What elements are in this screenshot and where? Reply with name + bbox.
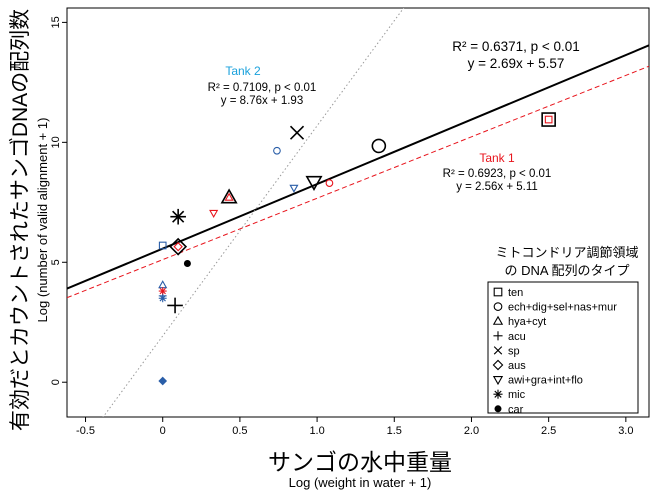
legend-label: car: [508, 404, 524, 416]
legend-label: hya+cyt: [508, 316, 546, 328]
y-tick-label: 15: [50, 16, 62, 28]
data-point-circle: [371, 138, 387, 154]
data-point-square: [158, 241, 167, 250]
x-tick-label: 1.0: [309, 425, 324, 437]
tank1-stat-eq: y = 2.56x + 5.11: [456, 181, 538, 193]
legend-label: mic: [508, 389, 526, 401]
y-tick-label: 10: [50, 136, 62, 148]
tank2-label: Tank 2: [225, 64, 261, 78]
data-point-triangle-down: [305, 175, 323, 192]
legend-label: aus: [508, 360, 526, 372]
x-tick-label: 2.5: [541, 425, 556, 437]
data-point-dot: [183, 259, 191, 267]
y-tick-label: 0: [50, 379, 62, 385]
overall-stat-r2: R² = 0.6371, p < 0.01: [452, 39, 580, 54]
x-tick-label: 0: [160, 425, 166, 437]
legend-marker-plus: [493, 331, 503, 341]
x-axis-title: Log (weight in water + 1): [289, 475, 432, 490]
data-point-diamond: [173, 241, 183, 252]
legend-marker-square: [493, 287, 503, 297]
y-axis-title: Log (number of valid alignment + 1): [35, 118, 50, 323]
legend-label: ech+dig+sel+nas+mur: [508, 302, 617, 314]
regression-line-0: [67, 44, 649, 290]
legend-marker-diamond: [492, 359, 504, 371]
data-point-diamond: [169, 237, 188, 256]
legend-title-line2: の DNA 配列のタイプ: [505, 263, 630, 278]
regression-line-1: [67, 65, 649, 299]
tank1-label: Tank 1: [479, 151, 515, 165]
tank2-stat-r2: R² = 0.7109, p < 0.01: [208, 82, 317, 94]
data-point-triangle-up: [220, 188, 238, 204]
legend-marker-cross: [493, 346, 503, 355]
legend-marker-circle: [493, 302, 503, 311]
legend-label: awi+gra+int+flo: [508, 375, 583, 387]
legend-title-line1: ミトコンドリア調節領域: [495, 245, 638, 260]
data-point-triangle-down: [289, 184, 299, 193]
legend-marker-asterisk: [493, 389, 503, 399]
x-tick-label: 1.5: [387, 425, 402, 437]
y-tick-label: 5: [50, 259, 62, 265]
data-point-triangle-up: [224, 192, 234, 201]
legend-label: ten: [508, 287, 523, 299]
data-point-plus: [167, 297, 183, 314]
x-axis-title-jp: サンゴの水中重量: [268, 449, 452, 475]
legend-marker-triangle-down: [492, 376, 504, 386]
x-tick-label: -0.5: [76, 425, 95, 437]
data-point-asterisk: [170, 208, 186, 225]
legend-marker-triangle-up: [492, 315, 504, 325]
y-axis-title-jp: 有効だとカウントされたサンゴDNAの配列数: [9, 9, 32, 431]
data-point-asterisk: [158, 294, 167, 303]
legend-items: ten ech+dig+sel+nas+mur hya+cyt acu sp aus awi…: [492, 287, 617, 416]
x-tick-label: 3.0: [618, 425, 633, 437]
data-point-circle: [273, 146, 281, 155]
legend-box: [487, 281, 639, 414]
legend-label: acu: [508, 331, 526, 343]
tank1-stat-r2: R² = 0.6923, p < 0.01: [443, 168, 552, 180]
regression-lines: [67, 8, 649, 417]
data-point-circle: [325, 179, 334, 187]
data-point-asterisk: [158, 287, 167, 296]
data-point-square: [544, 115, 553, 124]
data-point-cross: [289, 125, 305, 140]
data-point-square: [541, 112, 556, 127]
data-points: [158, 112, 556, 386]
overall-stat-eq: y = 2.69x + 5.57: [468, 56, 565, 71]
x-tick-label: 2.0: [464, 425, 479, 437]
data-point-triangle-down: [209, 209, 219, 219]
x-tick-label: 0.5: [232, 425, 247, 437]
data-point-diamond-filled: [158, 376, 168, 386]
legend-marker-dot: [494, 405, 502, 413]
legend-label: sp: [508, 345, 520, 357]
x-axis-ticks: -0.5 0 0.5 1.0 1.5 2.0 2.5 3.0: [76, 417, 633, 437]
y-axis-ticks: 0 5 10 15: [50, 16, 67, 385]
tank2-stat-eq: y = 8.76x + 1.93: [221, 95, 303, 107]
